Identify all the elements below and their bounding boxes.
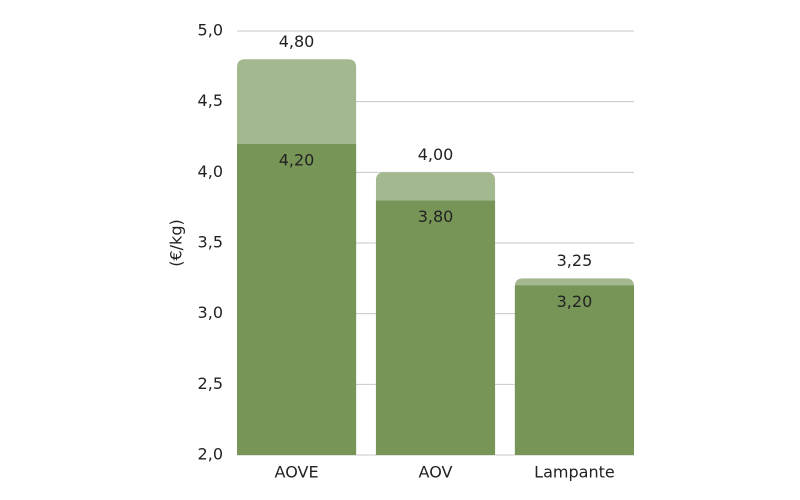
value-label: 4,80 xyxy=(279,32,315,51)
x-tick-label: Lampante xyxy=(534,463,615,482)
bar xyxy=(375,200,496,455)
value-label: 3,25 xyxy=(557,251,593,270)
y-tick-label: 4,5 xyxy=(198,91,223,110)
y-axis-label: (€/kg) xyxy=(167,219,186,266)
bar xyxy=(514,285,634,455)
y-tick-label: 2,0 xyxy=(198,445,223,464)
value-label: 4,20 xyxy=(279,151,315,170)
bar xyxy=(237,144,357,456)
value-label: 3,20 xyxy=(557,292,593,311)
value-label: 3,80 xyxy=(418,207,454,226)
y-tick-label: 2,5 xyxy=(198,374,223,393)
y-tick-label: 3,0 xyxy=(198,303,223,322)
x-tick-label: AOVE xyxy=(275,463,319,482)
value-label: 4,00 xyxy=(418,145,454,164)
x-tick-label: AOV xyxy=(419,463,453,482)
y-tick-label: 3,5 xyxy=(198,233,223,252)
y-tick-label: 4,0 xyxy=(198,162,223,181)
y-tick-label: 5,0 xyxy=(198,21,223,40)
